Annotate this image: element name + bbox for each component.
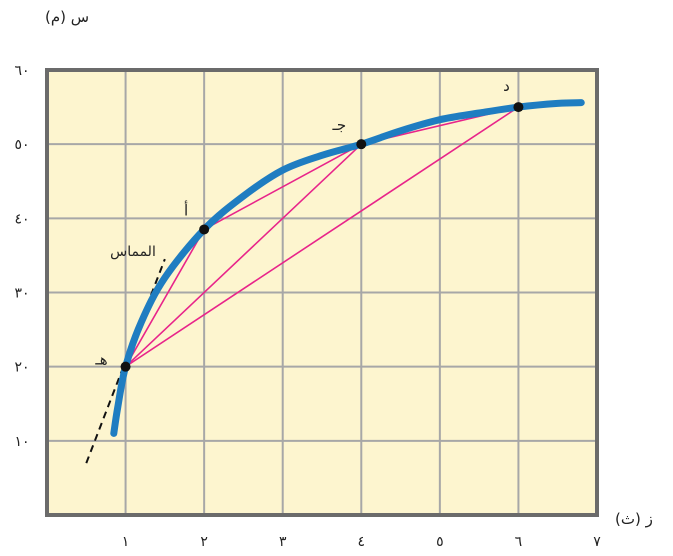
point-label: هـ [94,351,107,369]
y-tick-label: ١٠ [14,434,29,450]
lines-layer [85,99,585,464]
labels-layer: ١ ٢ ٣ ٤ ٥ ٦ ٧ ١٠ ٢٠ ٣٠ ٤٠ ٥٠ ٦٠ المماس هـ أ جـ د [14,63,601,550]
point-label: جـ [331,116,346,134]
x-tick-label: ٤ [358,534,366,550]
y-tick-label: ٤٠ [14,211,29,227]
tangent-label: المماس [110,244,156,260]
secant-line [125,143,362,368]
x-tick-label: ٥ [436,534,444,550]
y-tick-label: ٦٠ [14,63,29,79]
x-tick-label: ٣ [279,534,287,550]
secant-line [203,143,362,231]
point-label: أ [184,200,188,219]
x-tick-label: ١ [122,534,130,550]
secant-line [125,106,519,368]
grid-layer [45,68,599,517]
plot-frame [45,68,599,517]
x-tick-label: ٦ [515,534,523,550]
x-tick-label: ٢ [200,534,208,550]
y-tick-label: ٣٠ [14,286,29,302]
points-layer [120,102,524,372]
data-point [120,361,131,372]
data-point [513,102,524,113]
secant-line [124,229,205,368]
y-tick-label: ٢٠ [14,360,29,376]
data-point [199,224,210,235]
y-axis-title: س (م) [45,8,89,26]
y-tick-label: ٥٠ [14,137,29,153]
position-curve [110,99,585,437]
x-axis-title: ز (ث) [615,510,653,528]
x-tick-label: ٧ [593,534,601,550]
point-label: د [503,77,510,95]
data-point [356,139,367,150]
